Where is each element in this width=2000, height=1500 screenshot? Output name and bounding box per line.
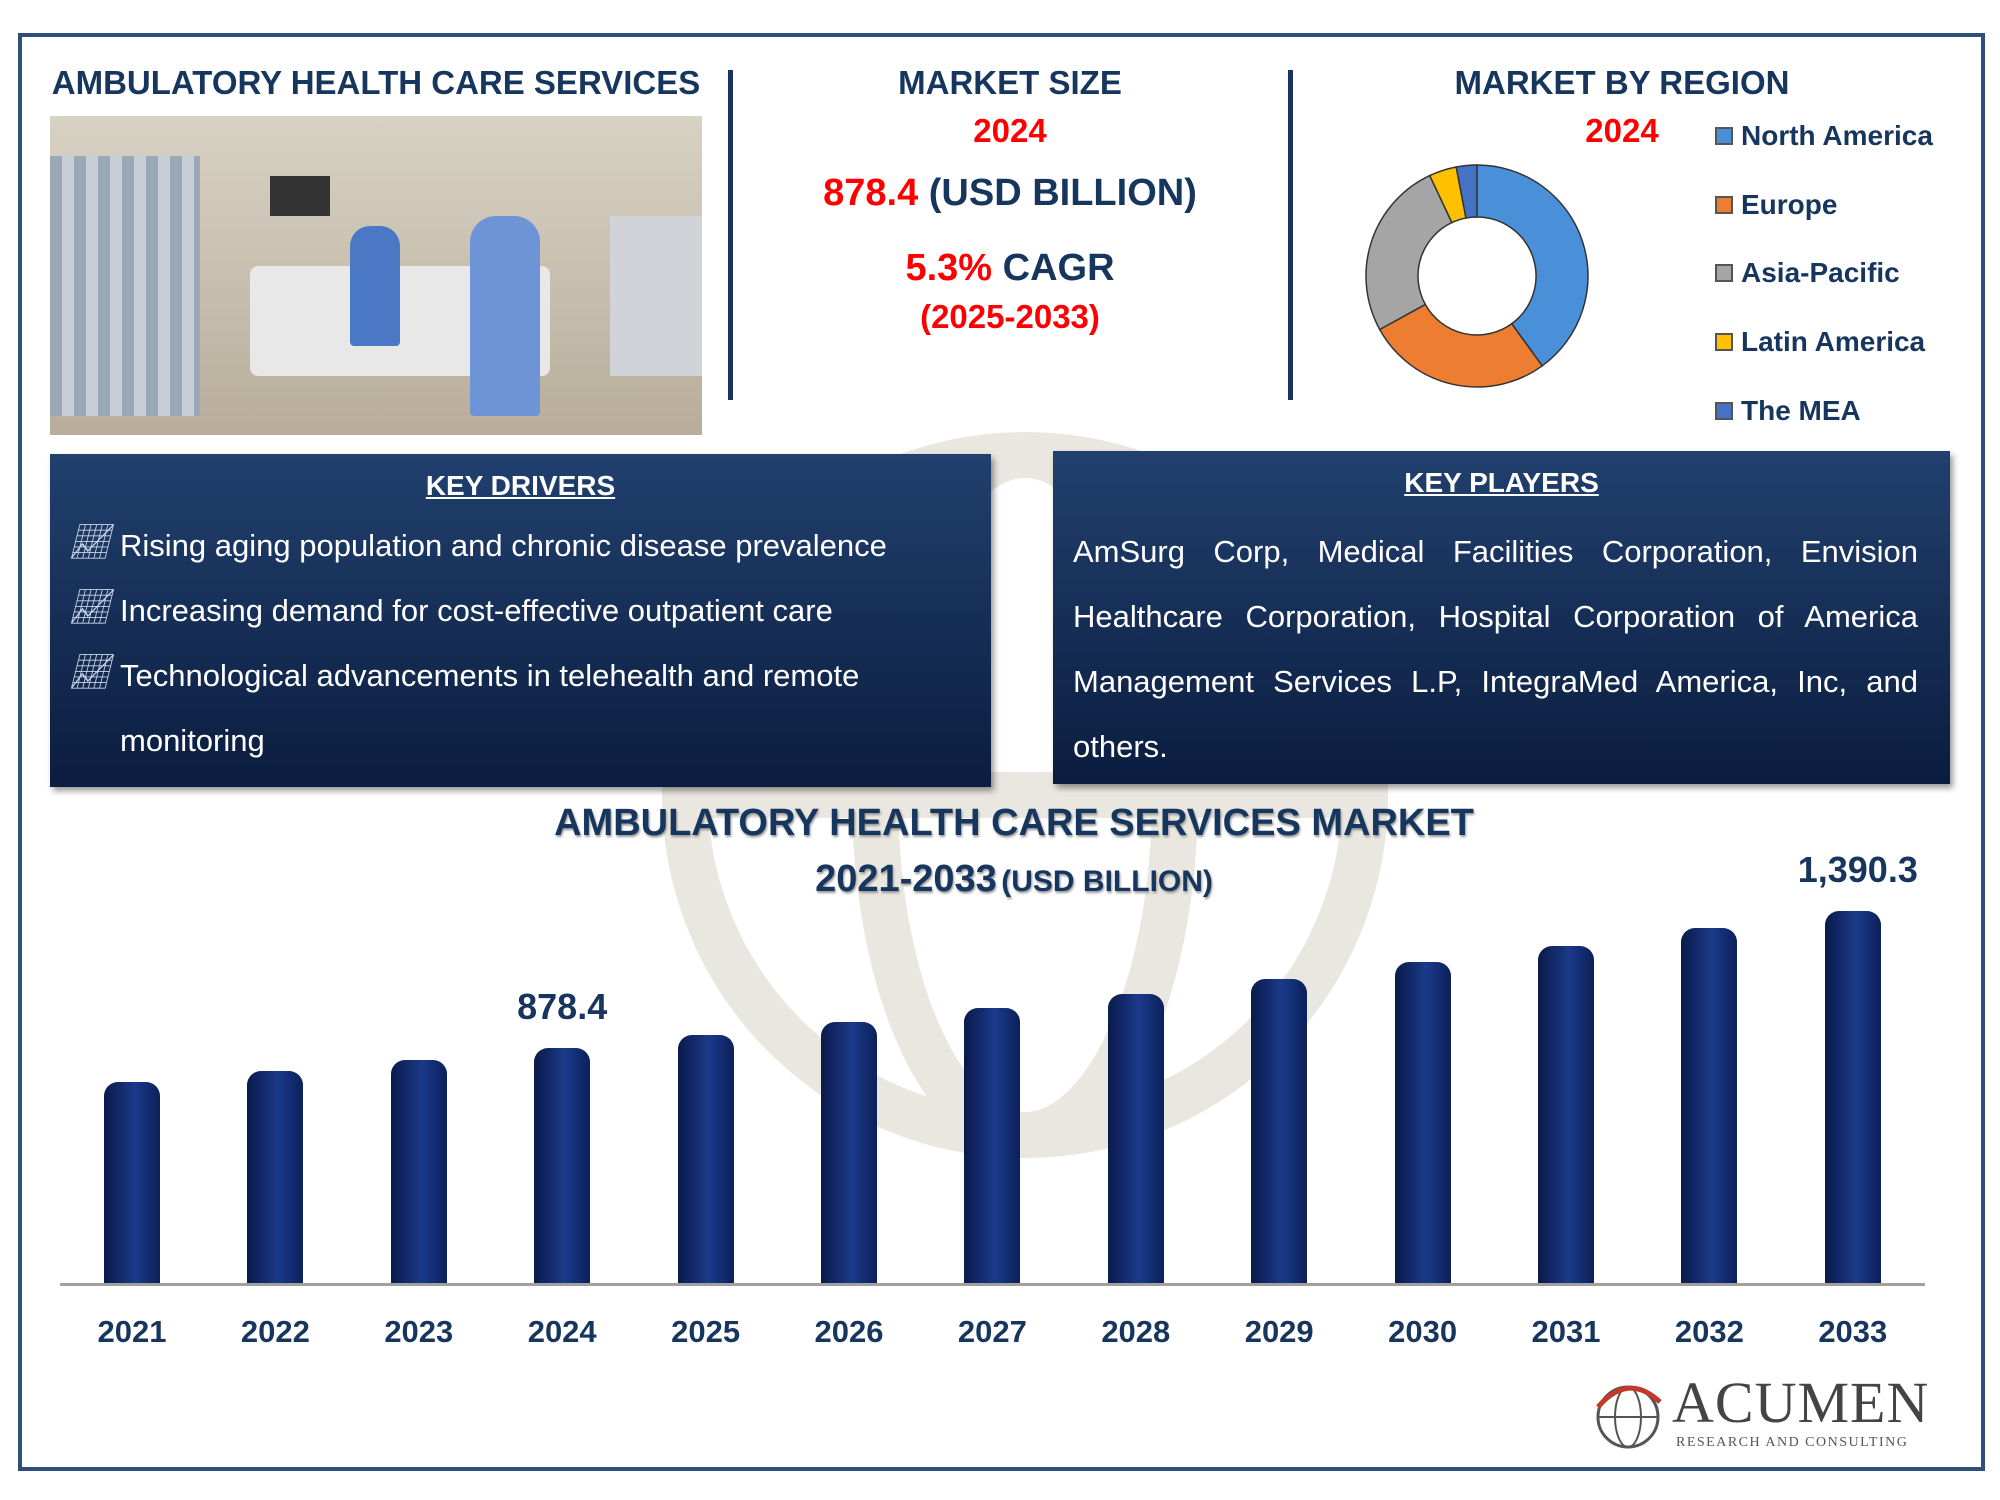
legend-item: Europe	[1715, 189, 1837, 221]
chart-bullet-icon: 📈︎	[68, 653, 112, 691]
cagr: 5.3% CAGR	[760, 247, 1260, 290]
donut-slice-north-america	[1476, 164, 1589, 367]
bar-2030	[1394, 962, 1451, 1283]
x-tick-label: 2023	[384, 1314, 454, 1349]
bar-2031	[1538, 945, 1594, 1283]
cagr-period: (2025-2033)	[920, 298, 1100, 335]
bar-2024	[534, 1047, 591, 1283]
hospital-photo	[50, 116, 702, 435]
legend-swatch-icon	[1715, 196, 1733, 214]
bar-chart-title: AMBULATORY HEALTH CARE SERVICES MARKET	[554, 802, 1474, 844]
legend-label: North America	[1741, 120, 1933, 151]
divider	[1288, 70, 1293, 400]
globe-watermark-icon	[662, 432, 1388, 1158]
x-axis	[60, 1283, 1925, 1286]
bar-2026	[821, 1022, 877, 1283]
bar-2021	[104, 1081, 160, 1283]
key-players-panel: KEY PLAYERS AmSurg Corp, Medical Facilit…	[1053, 451, 1950, 784]
market-unit: (USD BILLION)	[928, 172, 1197, 214]
bar-chart-subtitle: 2021-2033 (USD BILLION)	[414, 858, 1614, 901]
logo-name: ACUMEN	[1672, 1370, 1930, 1435]
legend-label: Latin America	[1741, 326, 1926, 357]
legend-item: Asia-Pacific	[1715, 257, 1900, 289]
bar-2028	[1107, 994, 1164, 1283]
bar-2033	[1824, 911, 1881, 1283]
donut-slice-asia-pacific	[1365, 174, 1453, 331]
legend-swatch-icon	[1715, 264, 1733, 282]
x-tick-label: 2033	[1818, 1314, 1888, 1349]
bar-2025	[677, 1035, 734, 1283]
logo-tagline: RESEARCH AND CONSULTING	[1676, 1435, 1909, 1450]
frame	[18, 33, 1985, 1471]
region-donut-chart	[1365, 164, 1589, 388]
subtitle-unit: (USD BILLION)	[1001, 865, 1213, 898]
legend-item: Latin America	[1715, 326, 1925, 358]
x-tick-label: 2027	[957, 1314, 1027, 1349]
driver-item: Rising aging population and chronic dise…	[120, 528, 887, 563]
bar-2029	[1251, 978, 1308, 1283]
donut-slice-the-mea	[1455, 164, 1478, 219]
bar-2022	[247, 1071, 304, 1283]
legend-swatch-icon	[1715, 333, 1733, 351]
region-title: MARKET BY REGION	[1454, 64, 1790, 101]
x-tick-label: 2024	[527, 1314, 597, 1349]
x-tick-label: 2032	[1674, 1314, 1744, 1349]
data-label-2033: 1,390.3	[1797, 849, 1918, 890]
legend-item: North America	[1715, 120, 1933, 152]
donut-slice-europe	[1378, 303, 1544, 388]
x-tick-label: 2031	[1531, 1314, 1601, 1349]
market-size-value: 878.4 (USD BILLION)	[760, 172, 1260, 215]
cagr-value: 5.3%	[905, 247, 993, 289]
bar-2023	[390, 1059, 447, 1283]
key-drivers-panel: KEY DRIVERS 📈︎ Rising aging population a…	[50, 454, 991, 787]
divider	[728, 70, 733, 400]
key-players-text: AmSurg Corp, Medical Facilities Corporat…	[1073, 534, 1918, 764]
market-size-title: MARKET SIZE	[898, 64, 1122, 101]
chart-bullet-icon: 📈︎	[68, 523, 112, 561]
bar-2027	[964, 1008, 1021, 1283]
x-tick-label: 2029	[1244, 1314, 1314, 1349]
driver-item: Technological advancements in telehealth…	[120, 658, 860, 693]
legend-label: Asia-Pacific	[1741, 257, 1900, 288]
subtitle-years: 2021-2033	[815, 858, 997, 900]
legend-swatch-icon	[1715, 402, 1733, 420]
globe-logo-icon	[1596, 1385, 1662, 1449]
legend-item: The MEA	[1715, 395, 1861, 427]
legend-swatch-icon	[1715, 127, 1733, 145]
bar-2032	[1681, 927, 1738, 1283]
legend-label: Europe	[1741, 189, 1838, 220]
cagr-label: CAGR	[1002, 247, 1115, 289]
x-tick-label: 2021	[97, 1314, 167, 1349]
x-tick-label: 2028	[1101, 1314, 1171, 1349]
x-tick-label: 2022	[240, 1314, 310, 1349]
left-title: AMBULATORY HEALTH CARE SERVICES	[51, 64, 701, 101]
x-tick-label: 2025	[671, 1314, 741, 1349]
key-players-title: KEY PLAYERS	[1404, 467, 1599, 498]
legend-label: The MEA	[1741, 395, 1861, 426]
acumen-logo: ACUMEN RESEARCH AND CONSULTING	[1590, 1370, 1935, 1457]
data-label-2024: 878.4	[517, 985, 608, 1027]
region-year: 2024	[1585, 112, 1659, 149]
driver-item: Increasing demand for cost-effective out…	[120, 593, 833, 628]
x-tick-label: 2026	[814, 1314, 884, 1349]
key-drivers-title: KEY DRIVERS	[425, 470, 616, 501]
market-value: 878.4	[823, 172, 919, 214]
market-size-year: 2024	[973, 112, 1047, 149]
chart-bullet-icon: 📈︎	[68, 588, 112, 626]
x-tick-label: 2030	[1388, 1314, 1458, 1349]
driver-item: monitoring	[120, 723, 265, 758]
